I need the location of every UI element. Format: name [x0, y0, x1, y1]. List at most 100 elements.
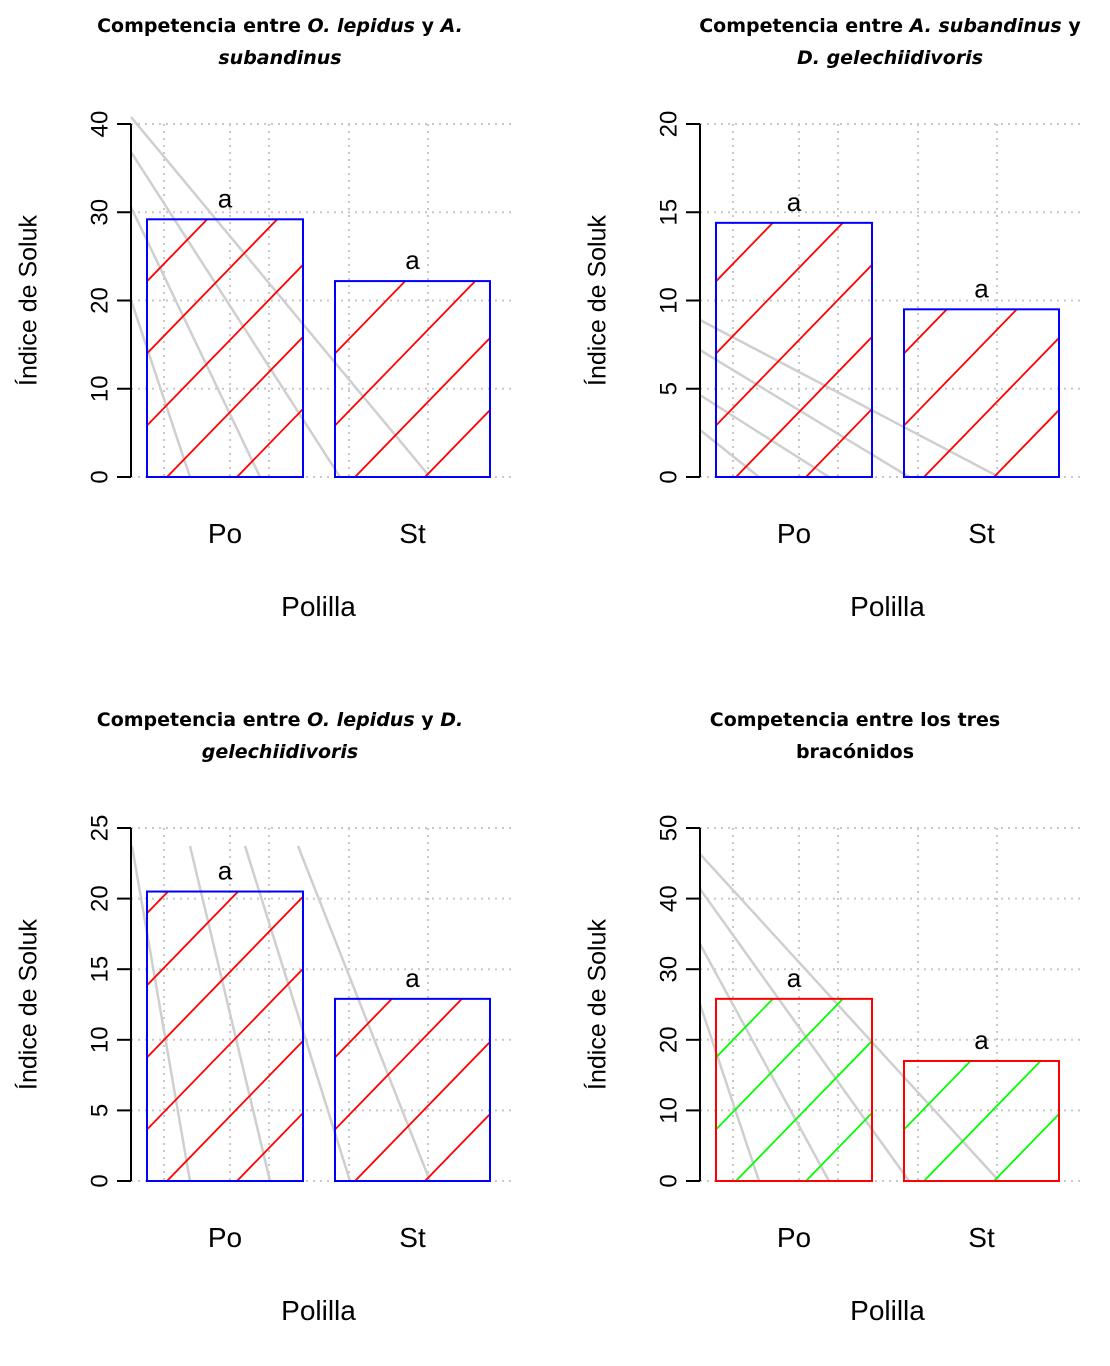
hatch-line	[377, 769, 555, 1181]
hatch-line	[876, 65, 1110, 477]
x-axis-title: Polilla	[850, 1295, 925, 1326]
hatch-line	[569, 65, 904, 477]
chart-plot: a Po a St 0 10 20 30 40 Índice de Soluk Polilla	[0, 65, 555, 622]
hatch-line	[735, 1039, 872, 1181]
bar-hatch	[716, 65, 1110, 477]
bar-st	[334, 280, 491, 478]
bar-hatch	[335, 998, 490, 1181]
hatch-line	[714, 65, 1110, 477]
hatch-line	[569, 769, 856, 1181]
bar-significance-label: a	[787, 187, 802, 217]
chart-plot: a Po a St 0 5 10 15 20 Índice de Soluk Polilla	[569, 65, 1110, 622]
hatch-line	[993, 1112, 1059, 1182]
y-tick-label: 50	[655, 815, 682, 842]
hatch-line	[354, 1040, 490, 1181]
y-tick-label: 15	[86, 956, 113, 983]
chart-plot: a Po a St 0 10 20 30 40 50 Índice de Soluk Polilla	[569, 769, 1110, 1326]
y-tick-label: 20	[86, 287, 113, 314]
hatch-line	[1064, 65, 1110, 477]
hatch-line	[0, 65, 287, 477]
background-line	[699, 348, 910, 479]
y-tick-label: 10	[86, 375, 113, 402]
x-tick-label: St	[968, 1222, 995, 1253]
hatch-line	[1086, 769, 1110, 1181]
hatch-line	[517, 769, 555, 1181]
bar-significance-label: a	[974, 1025, 989, 1055]
hatch-line	[904, 1060, 972, 1131]
y-tick-label: 5	[86, 1104, 113, 1117]
bar-hatch	[335, 65, 555, 477]
hatch-line	[147, 219, 279, 355]
hatch-line	[147, 263, 303, 427]
y-tick-label: 10	[655, 287, 682, 314]
hatch-line	[946, 769, 1110, 1181]
hatch-line	[904, 309, 1019, 427]
background-line	[296, 845, 432, 1182]
chart-title: Competencia entre O. lepidus y D. gelech…	[50, 704, 510, 768]
hatch-line	[335, 281, 407, 355]
hatch-line	[904, 309, 949, 355]
background-lines	[698, 853, 1000, 1182]
x-axis-title: Polilla	[281, 591, 356, 622]
background-line	[130, 845, 192, 1182]
x-tick-label: Po	[208, 518, 242, 549]
hatch-line	[1064, 769, 1110, 1181]
background-line	[188, 845, 272, 1182]
hatch-line	[166, 335, 303, 477]
y-axis: 0 10 20 30 40	[86, 111, 132, 484]
y-axis-title: Índice de Soluk	[583, 215, 612, 386]
bar-st	[334, 997, 491, 1182]
hatch-line	[805, 1111, 872, 1181]
grid	[700, 827, 1081, 1182]
chart-title: Competencia entre O. lepidus y A. suband…	[50, 10, 510, 74]
background-lines	[699, 318, 1000, 479]
chart-title-part: Competencia entre	[699, 15, 910, 37]
x-tick-label: Po	[208, 1222, 242, 1253]
background-line	[698, 1003, 761, 1182]
chart-title-part: y	[1061, 15, 1081, 37]
hatch-line	[354, 336, 490, 477]
x-axis-title: Polilla	[281, 1295, 356, 1326]
y-tick-label: 40	[655, 885, 682, 912]
hatch-line	[147, 891, 170, 915]
y-tick-label: 10	[86, 1026, 113, 1053]
y-tick-label: 10	[655, 1097, 682, 1124]
hatch-line	[447, 65, 555, 477]
hatch-line	[166, 1039, 303, 1181]
y-tick-label: 20	[86, 885, 113, 912]
hatch-line	[716, 263, 872, 427]
hatch-line	[517, 65, 555, 477]
y-tick-label: 40	[86, 111, 113, 138]
y-tick-label: 0	[86, 470, 113, 483]
hatch-line	[716, 998, 845, 1131]
chart-title-part: O. lepidus	[307, 15, 415, 37]
y-tick-label: 30	[86, 199, 113, 226]
background-line	[698, 888, 911, 1182]
hatch-line	[147, 895, 303, 1059]
y-axis: 0 5 10 15 20 25	[86, 815, 132, 1188]
bar-hatch	[569, 65, 1110, 478]
x-tick-label: Po	[777, 518, 811, 549]
x-axis-title: Polilla	[850, 591, 925, 622]
hatch-line	[923, 336, 1059, 478]
hatch-line	[714, 769, 1110, 1181]
background-lines	[130, 845, 432, 1182]
y-tick-label: 20	[655, 111, 682, 138]
y-tick-label: 15	[655, 199, 682, 226]
hatch-line	[716, 222, 845, 355]
hatch-line	[1016, 65, 1110, 477]
hatch-line	[495, 65, 555, 477]
y-axis-title: Índice de Soluk	[14, 919, 43, 1090]
y-tick-label: 0	[86, 1174, 113, 1187]
hatch-line	[569, 769, 904, 1181]
background-line	[129, 206, 262, 478]
chart-title: Competencia entre A. subandinus y D. gel…	[685, 10, 1095, 74]
grid	[131, 123, 512, 478]
hatch-line	[716, 222, 775, 283]
x-tick-label: Po	[777, 1222, 811, 1253]
hatch-line	[923, 1060, 1042, 1182]
y-tick-label: 0	[655, 1174, 682, 1187]
chart-title-part: Competencia entre	[97, 15, 308, 37]
chart-panel-1: Competencia entre O. lepidus y A. suband…	[0, 0, 555, 662]
bar-significance-label: a	[974, 273, 989, 303]
